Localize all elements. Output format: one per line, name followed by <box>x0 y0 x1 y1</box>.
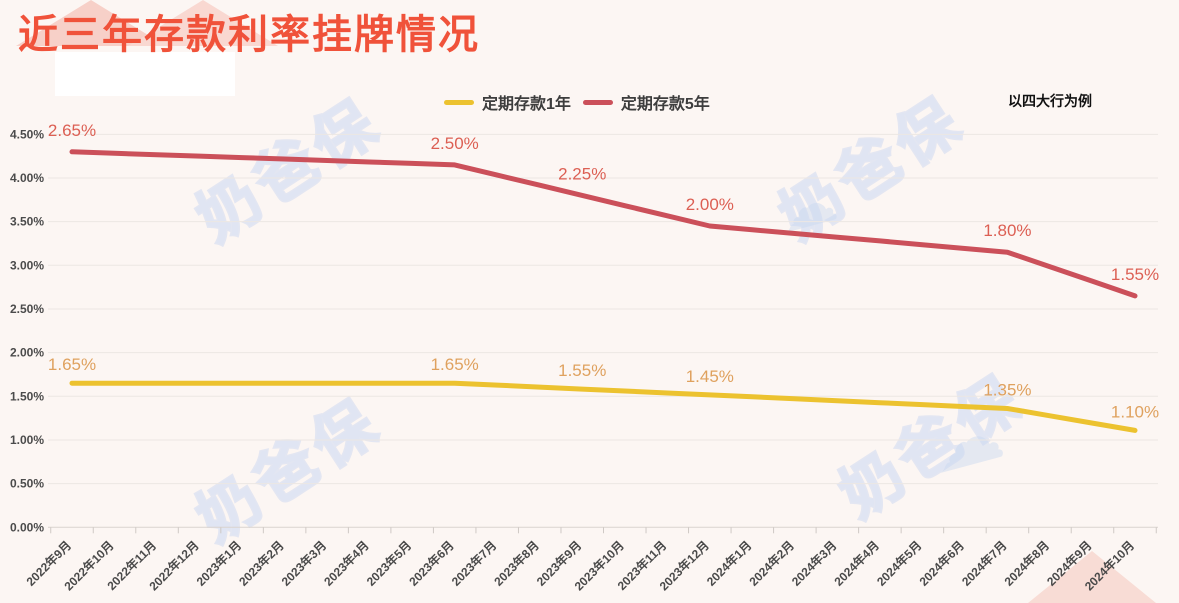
legend-swatch-5y-icon <box>582 99 613 105</box>
data-label: 1.35% <box>983 381 1031 400</box>
x-axis-label: 2023年8月 <box>491 538 542 589</box>
data-label: 1.45% <box>686 367 734 386</box>
y-axis-tick-label: 0.00% <box>10 520 44 534</box>
y-axis-tick-label: 1.00% <box>10 433 44 447</box>
chart-legend: 定期存款1年 定期存款5年 <box>444 90 710 114</box>
whited-out-area <box>55 52 235 96</box>
data-label: 1.55% <box>1111 265 1159 284</box>
y-axis-tick-label: 3.50% <box>10 215 44 229</box>
legend-item-5y: 定期存款5年 <box>582 90 710 114</box>
x-axis-label: 2024年4月 <box>831 538 882 589</box>
y-axis-tick-label: 0.50% <box>10 477 44 491</box>
data-label: 2.25% <box>558 164 606 183</box>
legend-label-1y: 定期存款1年 <box>482 96 571 113</box>
y-axis-tick-label: 2.50% <box>10 302 44 316</box>
data-label: 2.50% <box>431 134 479 153</box>
series-line-5y <box>69 149 1138 299</box>
x-axis-label: 2023年6月 <box>406 538 457 589</box>
data-label: 1.80% <box>983 221 1031 240</box>
y-axis-tick-label: 4.50% <box>10 127 44 141</box>
y-axis-tick-label: 1.50% <box>10 389 44 403</box>
x-axis-label: 2024年7月 <box>958 538 1009 589</box>
x-axis-label: 2023年1月 <box>193 538 244 589</box>
series-line-1y <box>69 380 1138 433</box>
x-axis-label: 2023年3月 <box>278 538 329 589</box>
x-axis-label: 2024年2月 <box>746 538 797 589</box>
data-label: 1.65% <box>431 355 479 374</box>
x-axis-label: 2024年5月 <box>873 538 924 589</box>
legend-label-5y: 定期存款5年 <box>620 96 710 113</box>
y-axis-tick-label: 3.00% <box>10 258 44 272</box>
x-axis-label: 2024年3月 <box>788 538 839 589</box>
x-axis-label: 2024年8月 <box>1001 538 1052 589</box>
y-axis-tick-label: 4.00% <box>10 171 44 185</box>
y-axis-tick-label: 2.00% <box>10 346 44 360</box>
x-axis-label: 2024年6月 <box>916 538 967 589</box>
data-label: 2.00% <box>686 195 734 214</box>
legend-item-1y: 定期存款1年 <box>444 90 571 114</box>
data-label: 1.55% <box>558 361 606 380</box>
data-label: 1.65% <box>48 355 96 374</box>
data-label: 2.65% <box>48 121 96 140</box>
data-label: 1.10% <box>1111 402 1159 421</box>
x-axis-label: 2023年7月 <box>448 538 499 589</box>
legend-swatch-1y-icon <box>444 99 474 105</box>
page-title: 近三年存款利率挂牌情况 <box>18 13 480 57</box>
x-axis-label: 2023年5月 <box>363 538 414 589</box>
x-axis-label: 2024年1月 <box>703 538 754 589</box>
chart-note: 以四大行为例 <box>1008 93 1092 109</box>
x-axis-label: 2023年2月 <box>236 538 287 589</box>
x-axis-label: 2023年4月 <box>321 538 372 589</box>
